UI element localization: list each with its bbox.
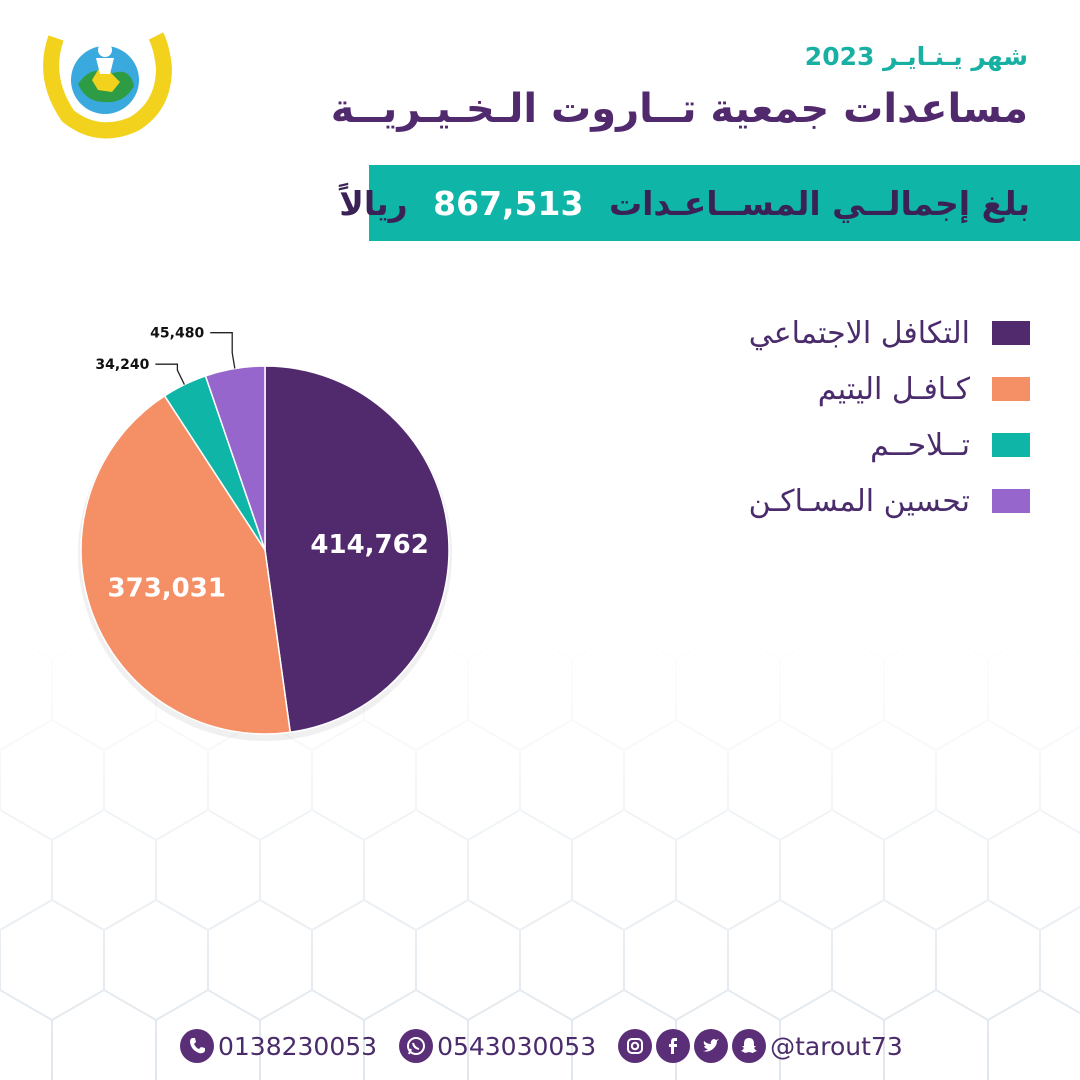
total-amount: 867,513 [433, 183, 584, 223]
phone-number[interactable]: 0138230053 [218, 1031, 378, 1061]
phone-icon[interactable] [180, 1029, 214, 1063]
total-currency: ريالاً [339, 183, 408, 223]
leader-line-talahum [155, 363, 185, 385]
legend-swatch [992, 321, 1030, 345]
legend-swatch [992, 489, 1030, 513]
legend-label: كـافـل اليتيم [817, 371, 970, 407]
whatsapp-number[interactable]: 0543030053 [437, 1031, 597, 1061]
data-label-housing-improvement: 45,480 [150, 326, 204, 342]
legend-item-orphan-sponsor: كـافـل اليتيم [749, 361, 1030, 417]
total-banner: بلغ إجمالــي المســاعـدات 867,513 ريالاً [339, 165, 1080, 241]
pie-slice-social-solidarity [264, 365, 450, 734]
contact-footer: 0138230053 0543030053 @tarout73 [180, 1024, 925, 1068]
pie-slice-orphan-sponsor [80, 394, 292, 735]
data-label-orphan-sponsor: 373,031 [108, 574, 226, 604]
page-title: مساعدات جمعية تــاروت الـخـيـريــة [330, 86, 1028, 132]
report-period: شهر يـنـايـر 2023 [804, 42, 1028, 71]
legend-swatch [992, 433, 1030, 457]
snapchat-icon[interactable] [732, 1029, 767, 1063]
whatsapp-icon[interactable] [399, 1029, 434, 1063]
charity-logo-icon [43, 32, 173, 139]
total-banner-text: بلغ إجمالــي المســاعـدات 867,513 ريالاً [339, 184, 1030, 223]
data-label-talahum: 34,240 [95, 357, 149, 373]
legend-item-housing-improvement: تحسين المسـاكـن [749, 473, 1030, 529]
instagram-icon[interactable] [618, 1029, 653, 1063]
legend-item-talahum: تــلاحــم [749, 417, 1030, 473]
total-prefix: بلغ إجمالــي المســاعـدات [608, 183, 1030, 223]
charity-logo [38, 28, 173, 140]
legend-label: تــلاحــم [870, 427, 970, 463]
chart-legend: التكافل الاجتماعي كـافـل اليتيم تــلاحــ… [749, 305, 1030, 529]
legend-label: تحسين المسـاكـن [748, 483, 970, 519]
data-label-social-solidarity: 414,762 [310, 530, 428, 560]
twitter-icon[interactable] [694, 1029, 729, 1063]
legend-swatch [992, 377, 1030, 401]
legend-label: التكافل الاجتماعي [748, 315, 970, 351]
leader-line-housing-improvement [210, 332, 236, 369]
legend-item-social-solidarity: التكافل الاجتماعي [749, 305, 1030, 361]
social-handle[interactable]: @tarout73 [770, 1031, 903, 1061]
facebook-icon[interactable] [656, 1029, 691, 1063]
